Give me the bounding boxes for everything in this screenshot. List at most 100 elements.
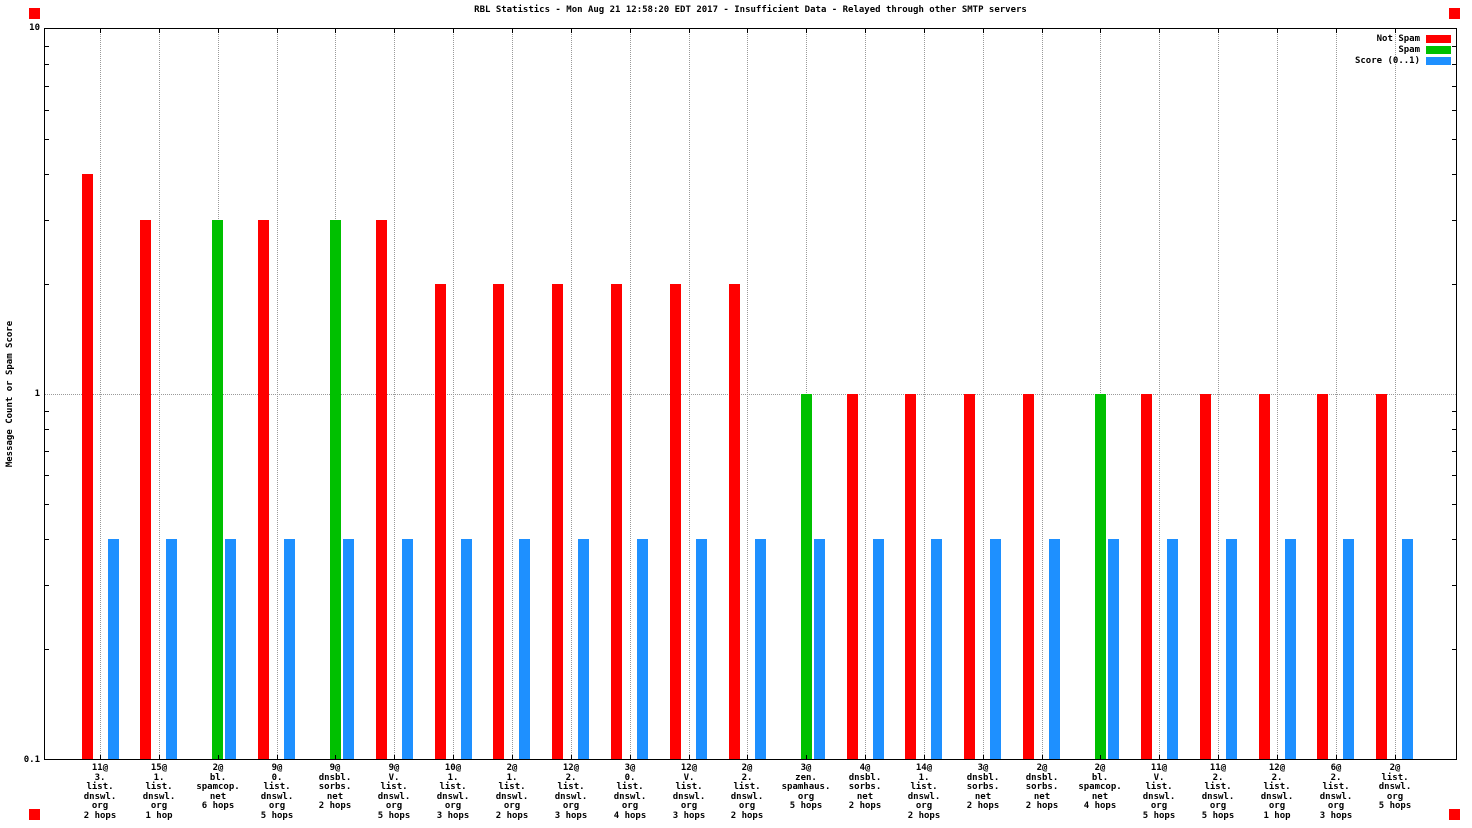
x-tick-label-line: 2@ bbox=[1036, 763, 1048, 773]
x-tick-label-line: org bbox=[738, 801, 756, 811]
axis-tick bbox=[1452, 174, 1456, 175]
x-tick-label-line: 12@ bbox=[680, 763, 698, 773]
axis-tick bbox=[394, 755, 395, 759]
x-tick-label-line: list. bbox=[1263, 782, 1291, 792]
x-tick-label-line: list. bbox=[439, 782, 467, 792]
x-tick-label: 9@ V. list. dnswl. org 5 hops bbox=[365, 763, 423, 821]
axis-tick bbox=[1452, 429, 1456, 430]
bar-not-spam bbox=[140, 220, 151, 759]
x-tick-label: 2@ bl. spamcop. net 4 hops bbox=[1071, 763, 1129, 812]
x-tick-label-line: sorbs. bbox=[1025, 782, 1059, 792]
bar-not-spam bbox=[82, 174, 93, 759]
axis-tick bbox=[747, 29, 748, 33]
bar-score bbox=[284, 539, 295, 759]
axis-tick bbox=[512, 29, 513, 33]
bar-score bbox=[1343, 539, 1354, 759]
x-tick-label-line: 3 hops bbox=[436, 810, 470, 821]
x-tick-label-line: 6@ bbox=[1330, 763, 1342, 773]
bar-not-spam bbox=[905, 394, 916, 759]
x-tick-label-line: 11@ bbox=[1209, 763, 1227, 773]
axis-tick bbox=[1277, 29, 1278, 33]
bar-score bbox=[1402, 539, 1413, 759]
axis-tick bbox=[45, 86, 49, 87]
x-tick-label-line: 1 hop bbox=[1263, 810, 1291, 821]
x-tick-label-line: dnswl. bbox=[260, 791, 294, 802]
bar-spam bbox=[212, 220, 223, 759]
x-tick-label-line: 5 hops bbox=[1378, 801, 1412, 811]
bar-score bbox=[461, 539, 472, 759]
x-tick-label: 4@ dnsbl. sorbs. net 2 hops bbox=[836, 763, 894, 812]
x-tick-label: 11@ 3. list. dnswl. org 2 hops bbox=[71, 763, 129, 821]
axis-tick bbox=[45, 429, 49, 430]
x-tick-label: 3@ dnsbl. sorbs. net 2 hops bbox=[954, 763, 1012, 812]
legend-label: Not Spam bbox=[1376, 33, 1420, 44]
bar-score bbox=[108, 539, 119, 759]
axis-tick bbox=[1452, 86, 1456, 87]
legend-label: Spam bbox=[1398, 44, 1420, 55]
axis-tick bbox=[45, 220, 49, 221]
x-tick-label-line: 10@ bbox=[444, 763, 462, 773]
axis-tick bbox=[45, 64, 49, 65]
bar-score bbox=[696, 539, 707, 759]
axis-tick bbox=[1452, 475, 1456, 476]
axis-tick bbox=[453, 29, 454, 33]
x-tick-label-line: sorbs. bbox=[966, 782, 1000, 792]
x-tick-label-line: sorbs. bbox=[318, 782, 352, 792]
x-tick-label-line: net bbox=[326, 791, 344, 802]
axis-tick bbox=[924, 29, 925, 33]
axis-tick bbox=[100, 755, 101, 759]
x-tick-label-line: list. bbox=[380, 782, 408, 792]
x-tick-label-line: 12@ bbox=[562, 763, 580, 773]
axis-tick bbox=[1336, 755, 1337, 759]
x-tick-label-line: dnswl. bbox=[1319, 791, 1353, 802]
axis-tick bbox=[1218, 755, 1219, 759]
corner-marker bbox=[29, 809, 40, 820]
bar-not-spam bbox=[1023, 394, 1034, 759]
x-tick-label-line: 9@ bbox=[388, 763, 400, 773]
x-tick-label-line: 2@ bbox=[741, 763, 753, 773]
bar-not-spam bbox=[1200, 394, 1211, 759]
gridline-horizontal bbox=[45, 394, 1456, 395]
x-tick-label-line: list. bbox=[616, 782, 644, 792]
axis-tick bbox=[689, 755, 690, 759]
x-tick-label-line: dnswl. bbox=[377, 791, 411, 802]
x-tick-label-line: dnsbl. bbox=[966, 772, 1000, 783]
axis-tick bbox=[45, 139, 49, 140]
x-tick-label-line: dnswl. bbox=[1142, 791, 1176, 802]
x-tick-label-line: 5 hops bbox=[1142, 810, 1176, 821]
axis-tick bbox=[394, 29, 395, 33]
axis-tick bbox=[1452, 110, 1456, 111]
x-tick-label: 2@ 1. list. dnswl. org 2 hops bbox=[483, 763, 541, 821]
bar-spam bbox=[1095, 394, 1106, 759]
x-tick-label-line: org bbox=[150, 801, 168, 811]
x-tick-label-line: 1. bbox=[506, 772, 518, 783]
axis-tick bbox=[983, 755, 984, 759]
x-tick-label-line: org bbox=[562, 801, 580, 811]
axis-tick bbox=[1042, 29, 1043, 33]
y-tick-label: 1 bbox=[34, 389, 40, 399]
x-tick-label-line: 2 hops bbox=[730, 810, 764, 821]
x-tick-label-line: 2 hops bbox=[318, 801, 352, 811]
x-tick-label: 12@ 2. list. dnswl. org 3 hops bbox=[542, 763, 600, 821]
x-tick-label-line: org bbox=[268, 801, 286, 811]
x-tick-label-line: 4 hops bbox=[1083, 801, 1117, 811]
x-tick-label-line: net bbox=[974, 791, 992, 802]
x-tick-label-line: 3 hops bbox=[672, 810, 706, 821]
axis-tick bbox=[45, 46, 49, 47]
x-tick-label: 14@ 1. list. dnswl. org 2 hops bbox=[895, 763, 953, 821]
x-tick-label-line: 3@ bbox=[800, 763, 812, 773]
bar-score bbox=[931, 539, 942, 759]
x-tick-label-line: 1 hop bbox=[145, 810, 173, 821]
bar-not-spam bbox=[376, 220, 387, 759]
bar-spam bbox=[801, 394, 812, 759]
axis-tick bbox=[747, 755, 748, 759]
x-tick-label-line: 2 hops bbox=[966, 801, 1000, 811]
axis-tick bbox=[806, 755, 807, 759]
x-tick-label-line: spamhaus. bbox=[781, 782, 831, 792]
x-tick-label-line: 1. bbox=[918, 772, 930, 783]
x-tick-label-line: 2. bbox=[741, 772, 753, 783]
x-tick-label-line: dnswl. bbox=[907, 791, 941, 802]
axis-tick bbox=[45, 451, 49, 452]
axis-tick bbox=[218, 29, 219, 33]
x-tick-label-line: 4@ bbox=[859, 763, 871, 773]
